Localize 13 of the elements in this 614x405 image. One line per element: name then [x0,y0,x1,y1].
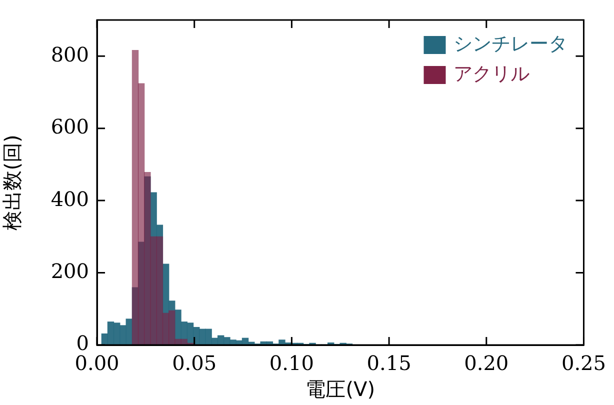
y-tick-label: 600 [50,114,89,139]
x-tick-label: 0.15 [366,351,412,376]
x-axis-title: 電圧(V) [306,377,376,402]
y-tick-label: 400 [50,186,89,211]
legend-label: シンチレータ [454,32,568,55]
legend-label: アクリル [454,62,530,85]
x-tick-label: 0.25 [561,351,606,376]
x-tick-label: 0.05 [172,351,217,376]
y-tick-label: 200 [50,258,89,283]
y-tick-label: 800 [50,42,89,66]
y-axis-title: 検出数(回) [0,134,24,230]
x-tick-label: 0.10 [269,351,314,376]
x-tick-label: 0.20 [464,351,509,376]
